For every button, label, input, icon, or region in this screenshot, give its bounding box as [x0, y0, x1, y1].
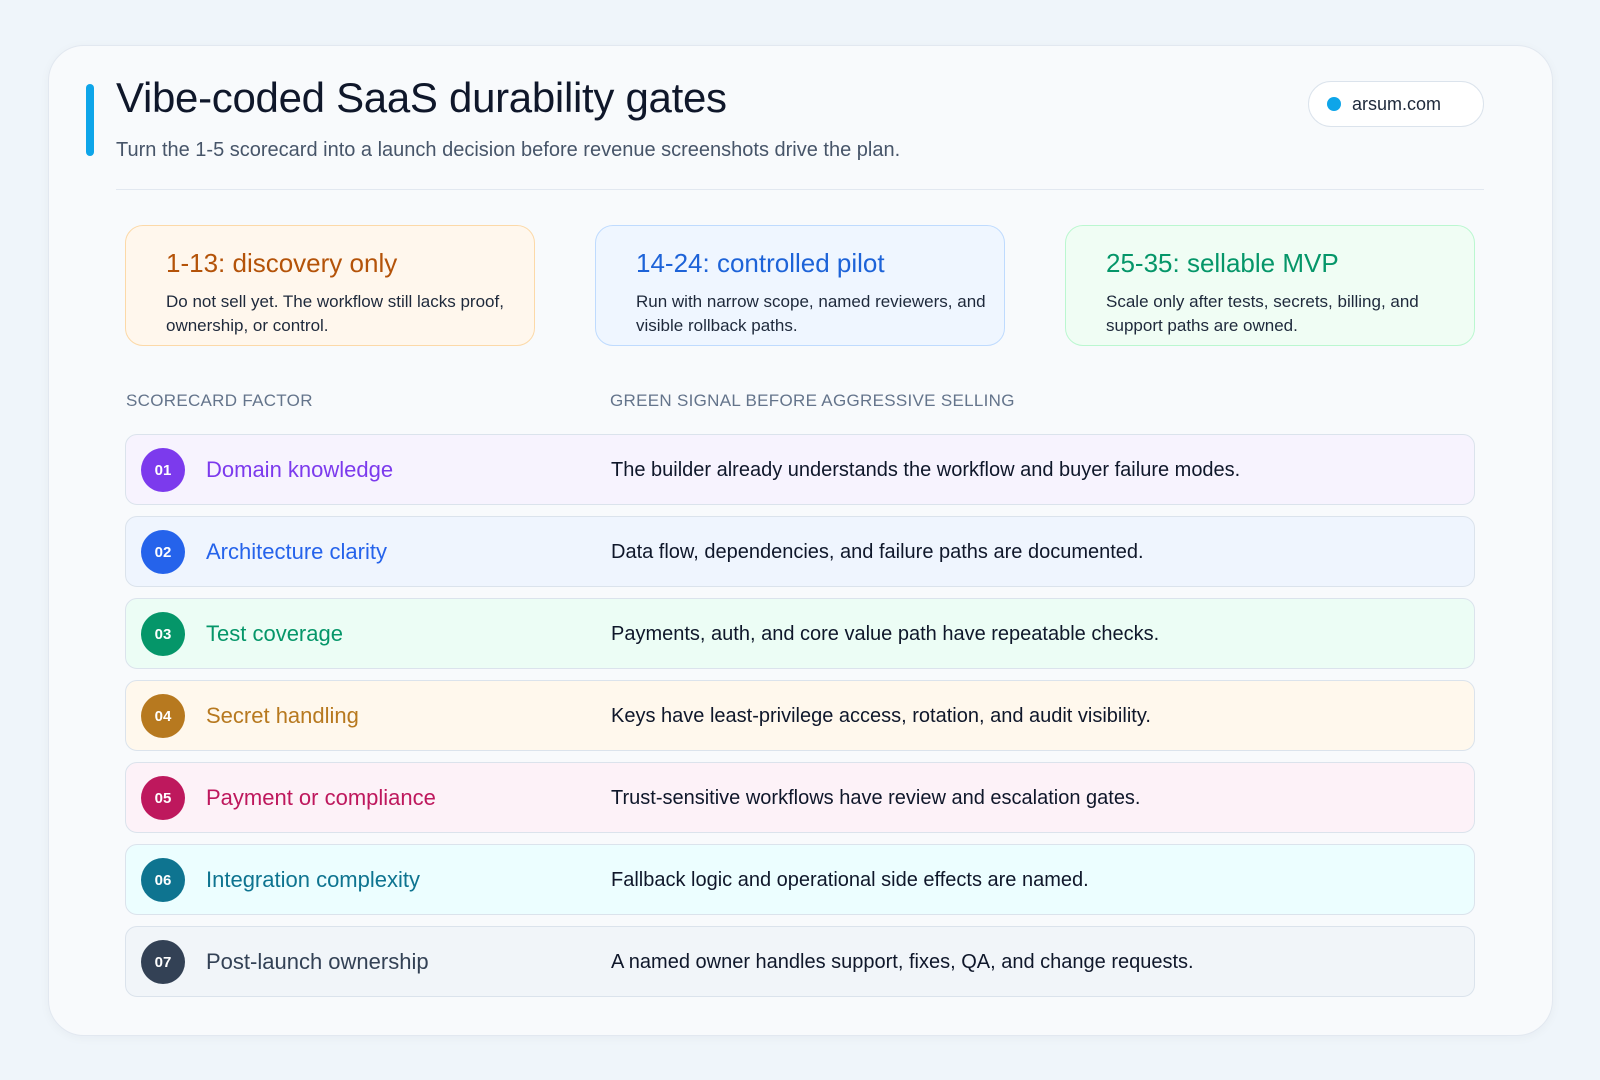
- factor-number-badge: 01: [141, 448, 185, 492]
- band-title: 14-24: controlled pilot: [636, 248, 885, 278]
- band-description: Scale only after tests, secrets, billing…: [1106, 292, 1419, 335]
- factor-row: 01 Domain knowledge The builder already …: [125, 434, 1475, 505]
- factor-row: 06 Integration complexity Fallback logic…: [125, 844, 1475, 915]
- factor-name: Test coverage: [206, 621, 343, 646]
- site-label: arsum.com: [1352, 93, 1442, 114]
- factor-name: Post-launch ownership: [206, 949, 429, 974]
- factor-name: Secret handling: [206, 703, 359, 728]
- factor-number-badge: 02: [141, 530, 185, 574]
- factor-signal: Trust-sensitive workflows have review an…: [611, 787, 1141, 809]
- factor-number-badge: 06: [141, 858, 185, 902]
- band-title: 25-35: sellable MVP: [1106, 248, 1339, 278]
- factor-row: 03 Test coverage Payments, auth, and cor…: [125, 598, 1475, 669]
- factor-name: Payment or compliance: [206, 785, 436, 810]
- column-header-factor: SCORECARD FACTOR: [126, 391, 313, 410]
- factor-number-badge: 05: [141, 776, 185, 820]
- factor-name: Domain knowledge: [206, 457, 394, 482]
- band-title: 1-13: discovery only: [166, 248, 398, 278]
- factor-row: 02 Architecture clarity Data flow, depen…: [125, 516, 1475, 587]
- factor-row: 05 Payment or compliance Trust-sensitive…: [125, 762, 1475, 833]
- factor-signal: Payments, auth, and core value path have…: [611, 623, 1160, 645]
- page-title: Vibe-coded SaaS durability gates: [116, 74, 727, 121]
- factor-number-badge: 04: [141, 694, 185, 738]
- band-mvp: 25-35: sellable MVP Scale only after tes…: [1065, 225, 1475, 346]
- column-header-signal: GREEN SIGNAL BEFORE AGGRESSIVE SELLING: [610, 391, 1015, 410]
- header-divider: [116, 189, 1484, 190]
- factor-row: 04 Secret handling Keys have least-privi…: [125, 680, 1475, 751]
- factor-name: Architecture clarity: [206, 539, 387, 564]
- factor-signal: Data flow, dependencies, and failure pat…: [611, 541, 1144, 563]
- factor-signal: A named owner handles support, fixes, QA…: [611, 951, 1194, 973]
- page-subtitle: Turn the 1-5 scorecard into a launch dec…: [116, 139, 901, 161]
- factor-name: Integration complexity: [206, 867, 420, 892]
- band-pilot: 14-24: controlled pilot Run with narrow …: [595, 225, 1005, 346]
- site-dot-icon: [1327, 97, 1341, 111]
- factor-signal: The builder already understands the work…: [611, 459, 1241, 481]
- site-badge[interactable]: arsum.com: [1308, 81, 1484, 127]
- title-accent-bar: [86, 84, 94, 156]
- factor-row: 07 Post-launch ownership A named owner h…: [125, 926, 1475, 997]
- band-description: Do not sell yet. The workflow still lack…: [166, 292, 504, 335]
- factor-number-badge: 03: [141, 612, 185, 656]
- band-discovery: 1-13: discovery only Do not sell yet. Th…: [125, 225, 535, 346]
- factor-number-badge: 07: [141, 940, 185, 984]
- factor-signal: Keys have least-privilege access, rotati…: [611, 705, 1151, 727]
- factor-signal: Fallback logic and operational side effe…: [611, 869, 1089, 891]
- band-description: Run with narrow scope, named reviewers, …: [636, 292, 986, 335]
